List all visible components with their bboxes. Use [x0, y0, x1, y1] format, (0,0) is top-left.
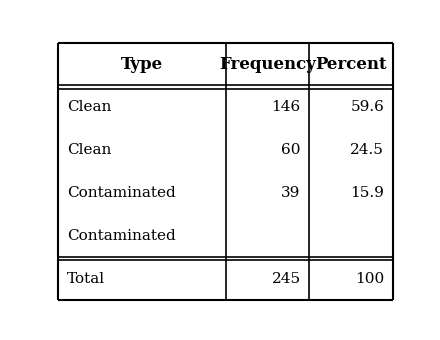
Text: Frequency: Frequency	[219, 56, 316, 73]
Text: Clean: Clean	[67, 100, 111, 114]
Text: 146: 146	[271, 100, 301, 114]
Text: Type: Type	[121, 56, 163, 73]
Text: Total: Total	[67, 272, 105, 286]
Text: 245: 245	[271, 272, 301, 286]
Text: 60: 60	[281, 143, 301, 157]
Text: 24.5: 24.5	[350, 143, 384, 157]
Text: 39: 39	[281, 186, 301, 200]
Text: Percent: Percent	[315, 56, 387, 73]
Text: Contaminated: Contaminated	[67, 186, 176, 200]
Text: Contaminated: Contaminated	[67, 228, 176, 243]
Text: 59.6: 59.6	[350, 100, 384, 114]
Text: 15.9: 15.9	[350, 186, 384, 200]
Text: 100: 100	[355, 272, 384, 286]
Text: Clean: Clean	[67, 143, 111, 157]
